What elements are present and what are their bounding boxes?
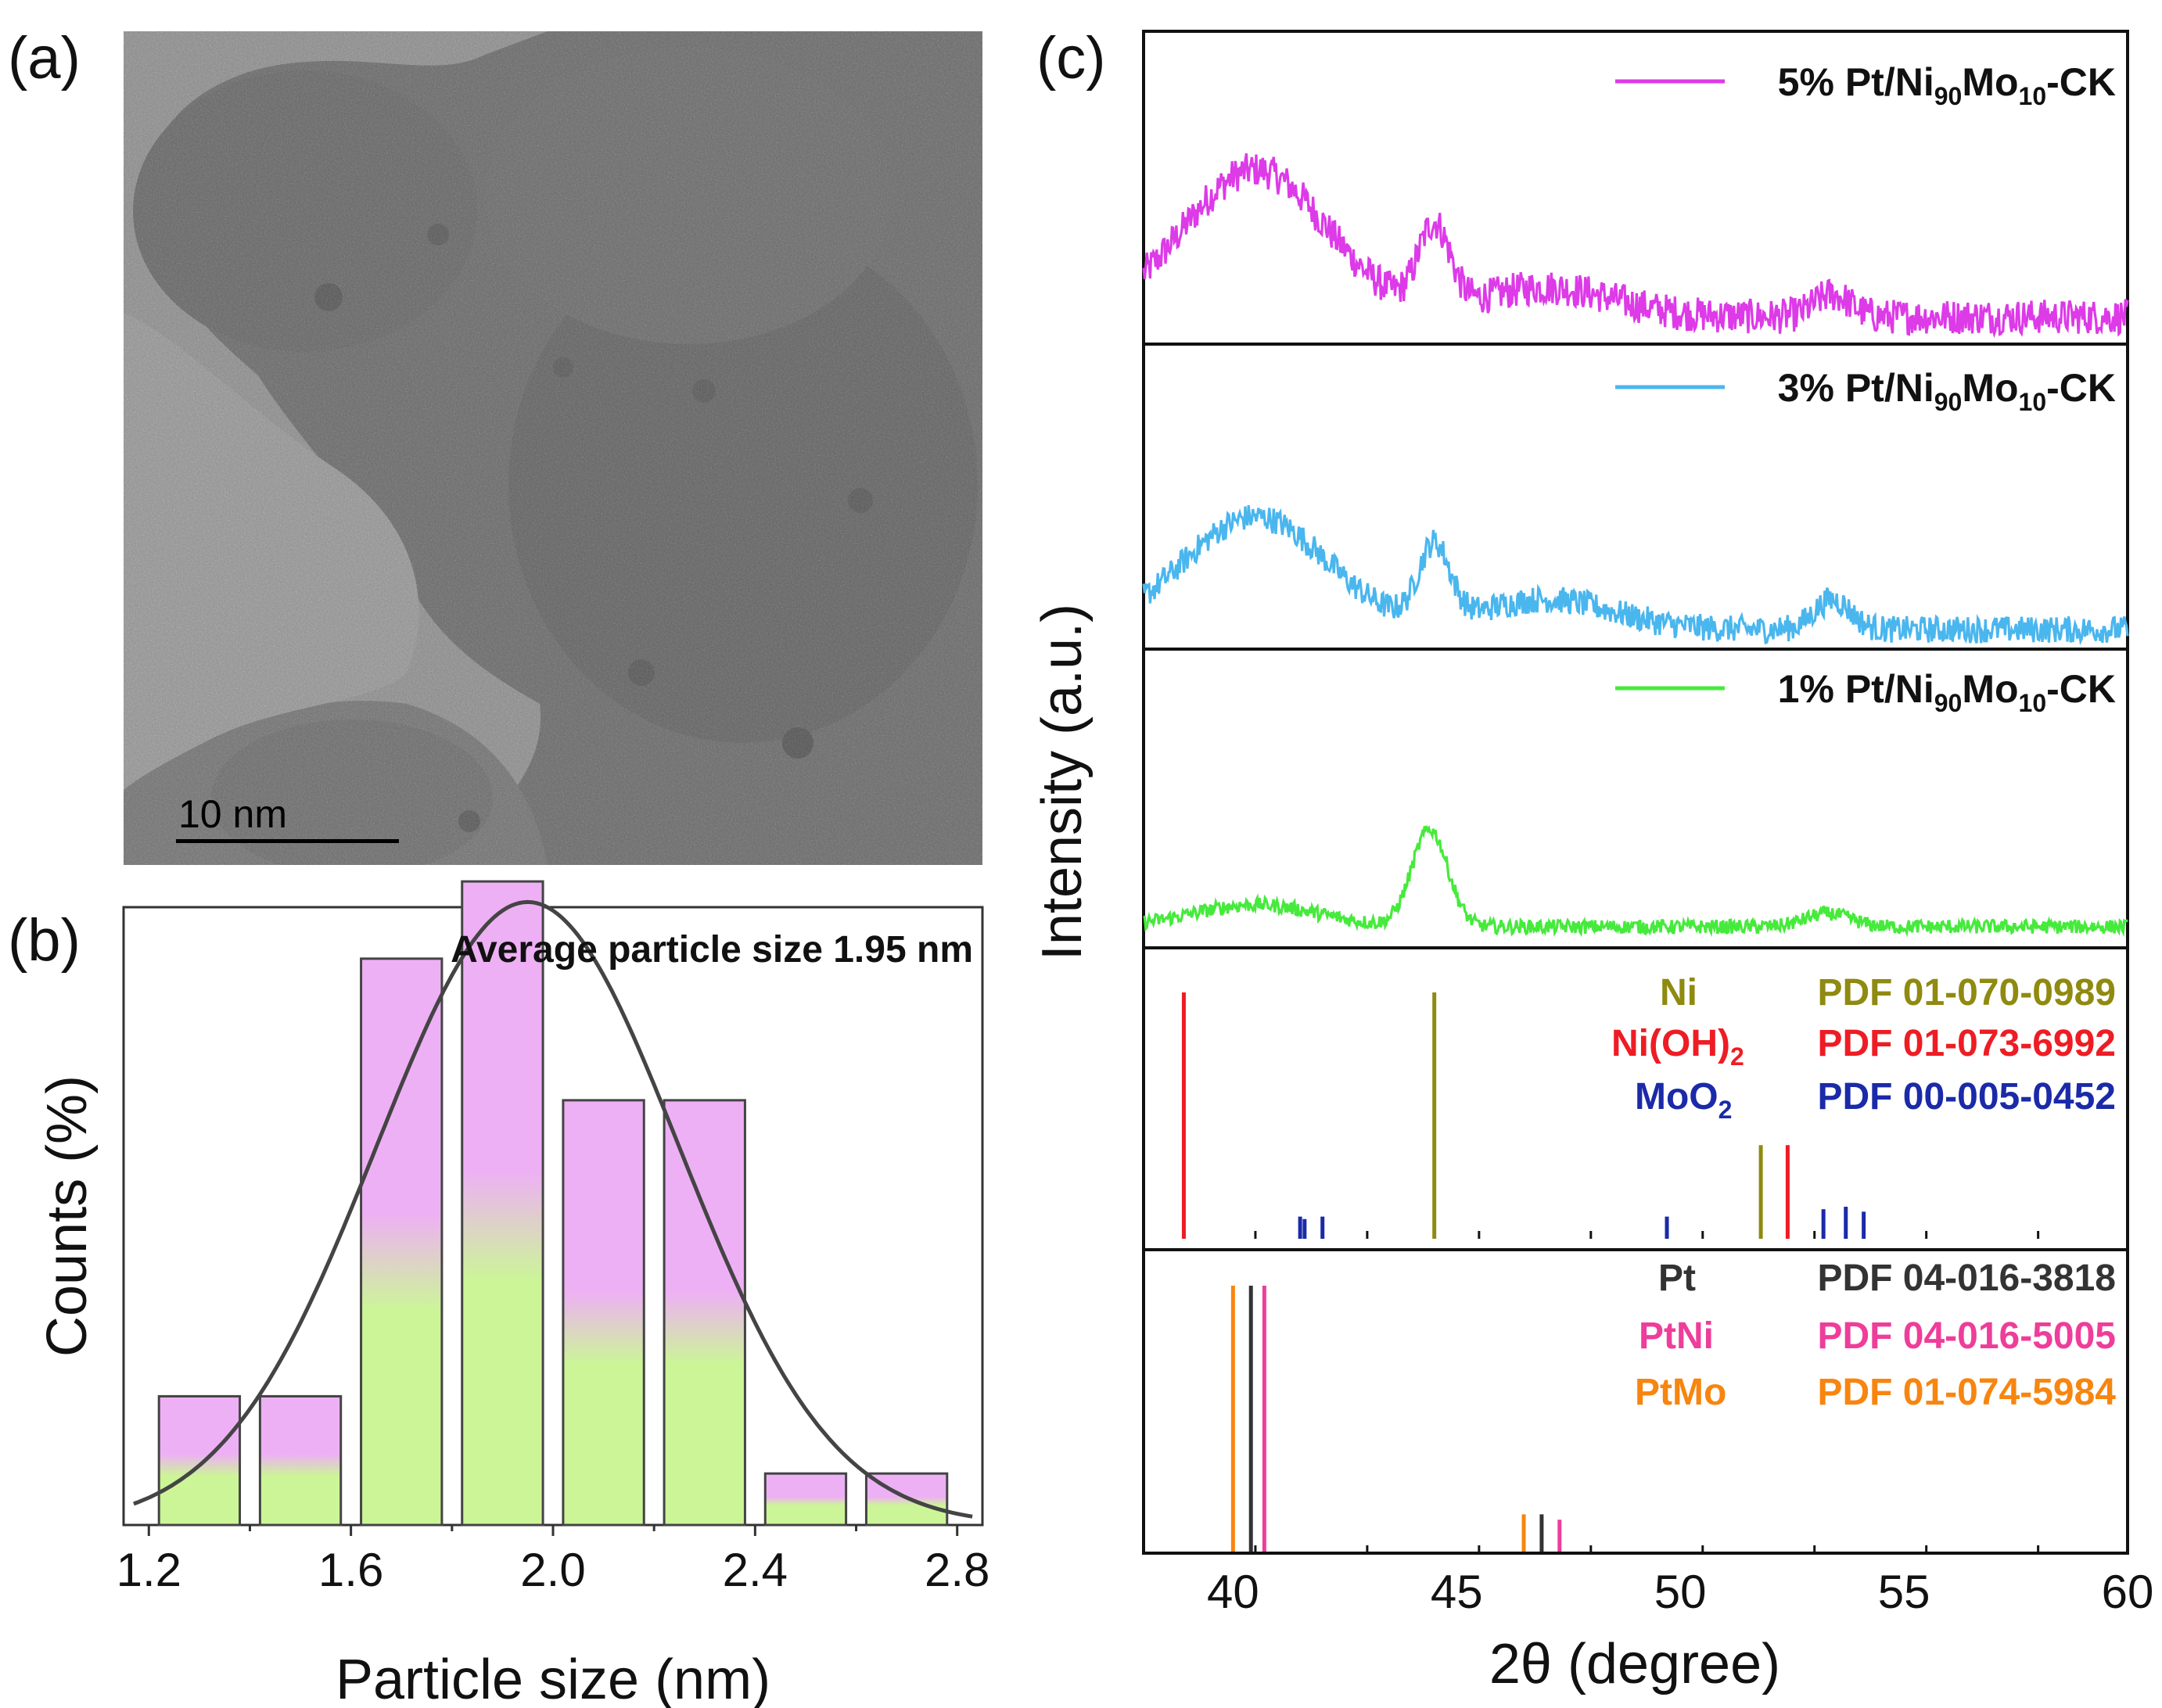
- ref-legend-nioh2: Ni(OH)2 PDF 01-073-6992: [1611, 1023, 2116, 1071]
- histogram-bar: [562, 1099, 645, 1527]
- histogram-x-axis-title: Particle size (nm): [336, 1649, 770, 1708]
- xrd-series-line: [1142, 504, 2129, 646]
- histogram-bar: [663, 1099, 746, 1527]
- histogram-x-tick-label: 1.6: [318, 1544, 383, 1596]
- histogram-x-tick-label: 1.2: [117, 1544, 181, 1596]
- xrd-series-line: [1143, 824, 2128, 938]
- panel-a-label: (a): [8, 25, 81, 92]
- ref-moo2-name: MoO2: [1635, 1076, 1732, 1124]
- histogram-bar: [258, 1394, 343, 1527]
- ref-ni-pdf: PDF 01-070-0989: [1817, 972, 2116, 1014]
- histogram-bar: [157, 1394, 242, 1527]
- xrd-chart: 40 45 50 55 60 5% Pt/Ni90Mo10-CK 3% Pt/Ni90M…: [1031, 30, 2154, 1695]
- scale-bar-line: [176, 839, 399, 843]
- histogram-bar: [360, 957, 444, 1527]
- xrd-x-axis-title: 2θ (degree): [1489, 1633, 1780, 1695]
- xrd-x-tick-label: 50: [1654, 1566, 1707, 1618]
- legend-3pct-label: 3% Pt/Ni90Mo10-CK: [1778, 366, 2116, 416]
- legend-1pct: 1% Pt/Ni90Mo10-CK: [1615, 667, 2116, 717]
- panel-b-label: (b): [8, 907, 81, 974]
- gaussian-fit-curve: [133, 899, 973, 1519]
- xrd-frame: [1142, 30, 2129, 1555]
- xrd-x-tick-label: 45: [1431, 1566, 1483, 1618]
- ref-nioh2-name: Ni(OH)2: [1611, 1023, 1744, 1071]
- scale-bar-label: 10 nm: [178, 792, 287, 836]
- histogram-bar: [461, 880, 544, 1527]
- ref-ni-name: Ni: [1660, 972, 1697, 1014]
- ref-ptni-name: PtNi: [1639, 1315, 1714, 1357]
- xrd-x-tick-label: 40: [1207, 1566, 1259, 1618]
- ref-pt-name: Pt: [1658, 1258, 1696, 1299]
- ref-moo2-pdf: PDF 00-005-0452: [1817, 1076, 2116, 1118]
- ref-legend-ni: Ni PDF 01-070-0989: [1660, 972, 2116, 1014]
- ref-ptmo-pdf: PDF 01-074-5984: [1817, 1372, 2116, 1413]
- ref-legend-ptni: PtNi PDF 04-016-5005: [1639, 1315, 2116, 1357]
- histogram-frame: [122, 906, 984, 1527]
- legend-5pct: 5% Pt/Ni90Mo10-CK: [1615, 60, 2116, 110]
- ref-legend-ptmo: PtMo PDF 01-074-5984: [1635, 1372, 2116, 1413]
- ref-ptmo-name: PtMo: [1635, 1372, 1726, 1413]
- legend-1pct-label: 1% Pt/Ni90Mo10-CK: [1778, 667, 2116, 717]
- legend-5pct-label: 5% Pt/Ni90Mo10-CK: [1778, 60, 2116, 110]
- xrd-series-line: [1142, 152, 2129, 339]
- histogram-bar: [763, 1472, 848, 1527]
- ref-legend-pt: Pt PDF 04-016-3818: [1658, 1258, 2116, 1299]
- histogram-title: Average particle size 1.95 nm: [451, 929, 973, 971]
- xrd-x-tick-label: 55: [1878, 1566, 1930, 1618]
- ref-nioh2-pdf: PDF 01-073-6992: [1817, 1023, 2116, 1064]
- legend-3pct: 3% Pt/Ni90Mo10-CK: [1615, 366, 2116, 416]
- scale-bar: 10 nm: [176, 792, 399, 843]
- xrd-x-tick-label: 60: [2102, 1566, 2154, 1618]
- ref-pt-pdf: PDF 04-016-3818: [1817, 1258, 2116, 1299]
- ref-legend-moo2: MoO2 PDF 00-005-0452: [1635, 1076, 2116, 1124]
- histogram-x-tick-label: 2.8: [925, 1544, 989, 1596]
- histogram-x-tick-label: 2.0: [520, 1544, 585, 1596]
- xrd-y-axis-title: Intensity (a.u.): [1031, 604, 1094, 960]
- tem-image: [124, 31, 982, 865]
- histogram-x-tick-label: 2.4: [723, 1544, 788, 1596]
- histogram-chart: 1.2 1.6 2.0 2.4 2.8 Average particle size 1.…: [36, 880, 989, 1708]
- ref-ptni-pdf: PDF 04-016-5005: [1817, 1315, 2116, 1357]
- histogram-y-axis-title: Counts (%): [36, 1075, 99, 1357]
- panel-c-label: (c): [1036, 25, 1106, 92]
